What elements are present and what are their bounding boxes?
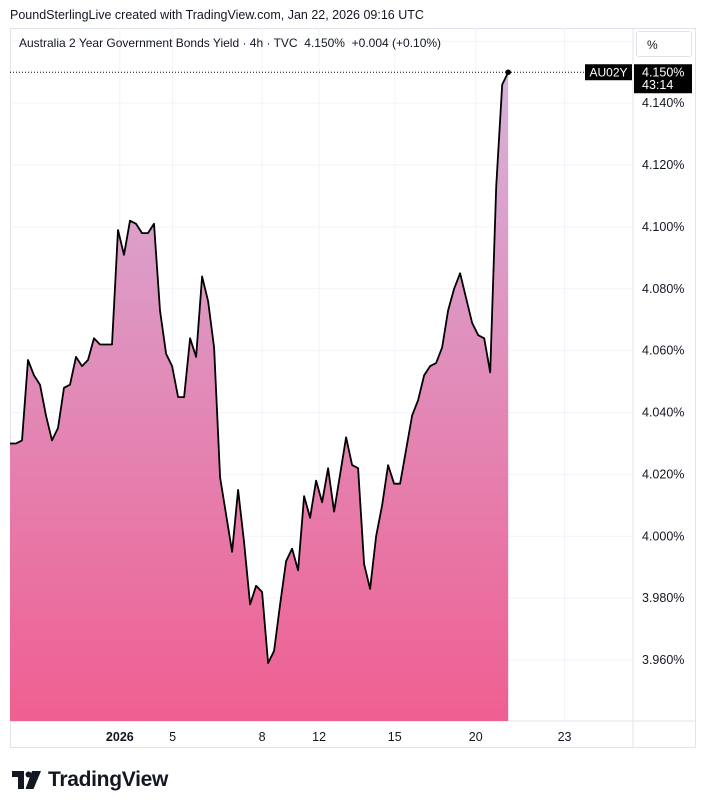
brand-name: TradingView (48, 768, 169, 791)
price-line: AU02Y 4.150%43:14 (10, 64, 692, 94)
legend-title: Australia 2 Year Government Bonds Yield … (19, 36, 298, 50)
tradingview-logo-icon (12, 771, 41, 789)
price-axis: 3.960% 3.980% 4.000% 4.020% 4.040% 4.060% 4.08… (642, 34, 684, 667)
legend-last-value: 4.150% (304, 36, 345, 50)
x-tick-label: 23 (558, 730, 572, 744)
price-line-series (10, 71, 510, 664)
series-legend[interactable]: Australia 2 Year Government Bonds Yield … (19, 36, 441, 50)
time-axis: 2026 5 8 12 15 20 23 (106, 730, 572, 744)
y-tick-label: 4.060% (642, 344, 684, 358)
y-tick-label: 4.040% (642, 406, 684, 420)
y-tick-label: 4.020% (642, 467, 684, 481)
y-tick-label: 4.120% (642, 158, 684, 172)
x-tick-label: 8 (259, 730, 266, 744)
y-tick-label: 4.000% (642, 529, 684, 543)
percent-scale-button[interactable]: % (636, 31, 692, 57)
symbol-badge-text: AU02Y (589, 66, 627, 80)
tradingview-logo[interactable]: TradingView (12, 768, 168, 792)
x-tick-label: 20 (469, 730, 483, 744)
y-tick-label: 4.140% (642, 96, 684, 110)
y-tick-label: 3.960% (642, 653, 684, 667)
chart-frame (10, 28, 696, 748)
price-badge-value: 4.150% (642, 66, 684, 80)
x-tick-label: 2026 (106, 730, 134, 744)
y-tick-label: 4.100% (642, 220, 684, 234)
price-area (10, 69, 511, 721)
x-tick-label: 15 (388, 730, 402, 744)
y-tick-label: 3.980% (642, 591, 684, 605)
chart-credit: PoundSterlingLive created with TradingVi… (10, 8, 424, 22)
x-tick-label: 12 (312, 730, 326, 744)
price-badge (634, 64, 692, 94)
area-fill (10, 72, 509, 721)
x-tick-label: 5 (169, 730, 176, 744)
price-badge-countdown: 43:14 (642, 78, 673, 92)
y-tick-label: 4.080% (642, 282, 684, 296)
symbol-badge (585, 64, 632, 81)
legend-change: +0.004 (+0.10%) (351, 36, 442, 50)
